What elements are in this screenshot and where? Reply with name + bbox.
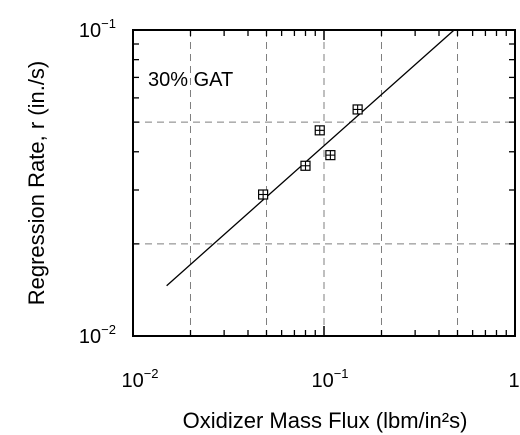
y-tick-label: 10−2 — [79, 322, 116, 348]
fit-line — [166, 29, 455, 287]
data-point — [258, 189, 269, 200]
data-point — [325, 150, 336, 161]
y-tick-label: 10−1 — [79, 16, 116, 42]
x-tick-label: 1 — [508, 370, 519, 392]
x-tick-label: 10−2 — [121, 366, 158, 392]
grid-lines — [133, 30, 515, 336]
data-point — [300, 160, 311, 171]
data-points — [258, 104, 363, 200]
annotation-label: 30% GAT — [148, 69, 233, 91]
x-tick-labels: 10−2 10−1 1 — [121, 366, 519, 392]
y-axis-title: Regression Rate, r (in./s) — [24, 61, 49, 306]
y-tick-labels: 10−1 10−2 — [79, 16, 116, 348]
x-axis-title: Oxidizer Mass Flux (lbm/in²s) — [183, 408, 468, 433]
data-point — [352, 104, 363, 115]
data-point — [314, 125, 325, 136]
plot-frame — [132, 29, 516, 337]
x-tick-label: 10−1 — [311, 366, 348, 392]
